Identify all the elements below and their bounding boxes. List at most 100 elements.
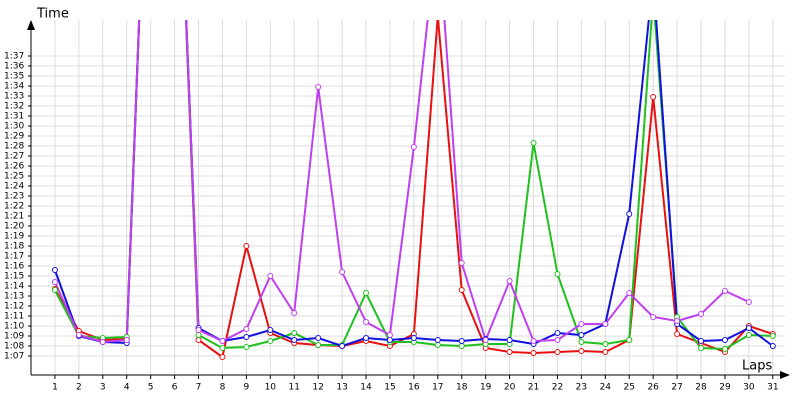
- data-point: [195, 327, 202, 333]
- data-point: [674, 331, 681, 337]
- x-tick-label: 3: [100, 383, 106, 393]
- data-point: [267, 327, 274, 333]
- x-tick-label: 17: [432, 383, 443, 393]
- y-tick-label: 1:27: [4, 152, 24, 162]
- y-tick-label: 1:35: [4, 72, 24, 82]
- data-point: [530, 338, 537, 344]
- data-point: [698, 338, 705, 344]
- x-tick-label: 20: [504, 383, 516, 393]
- y-tick-label: 1:14: [4, 282, 24, 292]
- y-tick-label: 1:28: [4, 142, 24, 152]
- x-tick-label: 7: [196, 383, 202, 393]
- data-point: [458, 260, 465, 266]
- x-tick-label: 4: [124, 383, 130, 393]
- data-point: [721, 288, 728, 294]
- x-tick-label: 31: [767, 383, 778, 393]
- y-tick-label: 1:12: [4, 302, 24, 312]
- data-point: [243, 334, 250, 340]
- axes: Time Laps 1:071:081:091:101:111:121:131:…: [4, 7, 790, 393]
- x-tick-label: 12: [312, 383, 323, 393]
- data-point: [315, 342, 322, 348]
- x-tick-label: 10: [265, 383, 277, 393]
- y-tick-label: 1:13: [4, 292, 24, 302]
- y-tick-label: 1:21: [4, 212, 24, 222]
- y-tick-label: 1:18: [4, 242, 24, 252]
- data-point: [339, 343, 346, 349]
- data-point: [123, 337, 130, 343]
- x-tick-label: 21: [528, 383, 539, 393]
- data-point: [650, 94, 657, 100]
- y-tick-label: 1:22: [4, 202, 24, 212]
- data-point: [291, 330, 298, 336]
- x-tick-label: 25: [624, 383, 635, 393]
- data-point: [410, 144, 417, 150]
- data-point: [458, 338, 465, 344]
- data-point: [219, 354, 226, 360]
- y-tick-label: 1:36: [4, 62, 24, 72]
- data-point: [554, 337, 561, 343]
- data-point: [602, 321, 609, 327]
- data-point: [434, 337, 441, 343]
- data-point: [578, 332, 585, 338]
- y-tick-label: 1:07: [4, 352, 24, 362]
- data-point: [578, 321, 585, 327]
- data-point: [650, 314, 657, 320]
- data-point: [243, 326, 250, 332]
- data-point: [363, 319, 370, 325]
- data-point: [195, 337, 202, 343]
- data-point: [698, 311, 705, 317]
- x-tick-label: 1: [52, 383, 58, 393]
- y-tick-label: 1:23: [4, 192, 24, 202]
- data-point: [243, 344, 250, 350]
- data-point: [458, 287, 465, 293]
- x-tick-label: 24: [600, 383, 612, 393]
- data-point: [51, 267, 58, 273]
- x-tick-label: 27: [671, 383, 682, 393]
- data-point: [602, 349, 609, 355]
- data-point: [315, 335, 322, 341]
- y-tick-label: 1:08: [4, 342, 24, 352]
- y-tick-label: 1:11: [4, 312, 24, 322]
- y-tick-label: 1:32: [4, 102, 24, 112]
- data-point: [75, 332, 82, 338]
- x-tick-label: 30: [743, 383, 755, 393]
- data-point: [578, 348, 585, 354]
- data-point: [554, 330, 561, 336]
- data-point: [506, 337, 513, 343]
- data-point: [339, 269, 346, 275]
- x-tick-label: 8: [220, 383, 226, 393]
- x-axis-arrow: [780, 371, 790, 379]
- y-axis-title: Time: [36, 7, 69, 22]
- y-tick-label: 1:30: [4, 122, 24, 132]
- data-point: [530, 140, 537, 146]
- y-tick-label: 1:29: [4, 132, 24, 142]
- data-point: [363, 335, 370, 341]
- y-axis-arrow: [27, 20, 35, 30]
- x-tick-label: 13: [336, 383, 347, 393]
- y-tick-label: 1:15: [4, 272, 24, 282]
- data-point: [721, 346, 728, 352]
- y-tick-label: 1:26: [4, 162, 24, 172]
- x-axis-title: Laps: [742, 359, 772, 374]
- data-point: [291, 310, 298, 316]
- data-point: [506, 349, 513, 355]
- x-tick-label: 19: [480, 383, 492, 393]
- x-tick-label: 29: [719, 383, 731, 393]
- x-tick-label: 23: [576, 383, 587, 393]
- data-point: [602, 341, 609, 347]
- data-point: [51, 287, 58, 293]
- y-tick-label: 1:31: [4, 112, 24, 122]
- y-tick-label: 1:33: [4, 92, 24, 102]
- data-point: [745, 332, 752, 338]
- data-point: [745, 325, 752, 331]
- y-tick-label: 1:17: [4, 252, 24, 262]
- data-point: [769, 343, 776, 349]
- x-tick-label: 18: [456, 383, 468, 393]
- data-point: [195, 332, 202, 338]
- x-tick-label: 5: [148, 383, 154, 393]
- x-tick-label: 22: [552, 383, 563, 393]
- data-point: [626, 211, 633, 217]
- data-point: [267, 273, 274, 279]
- data-point: [386, 337, 393, 343]
